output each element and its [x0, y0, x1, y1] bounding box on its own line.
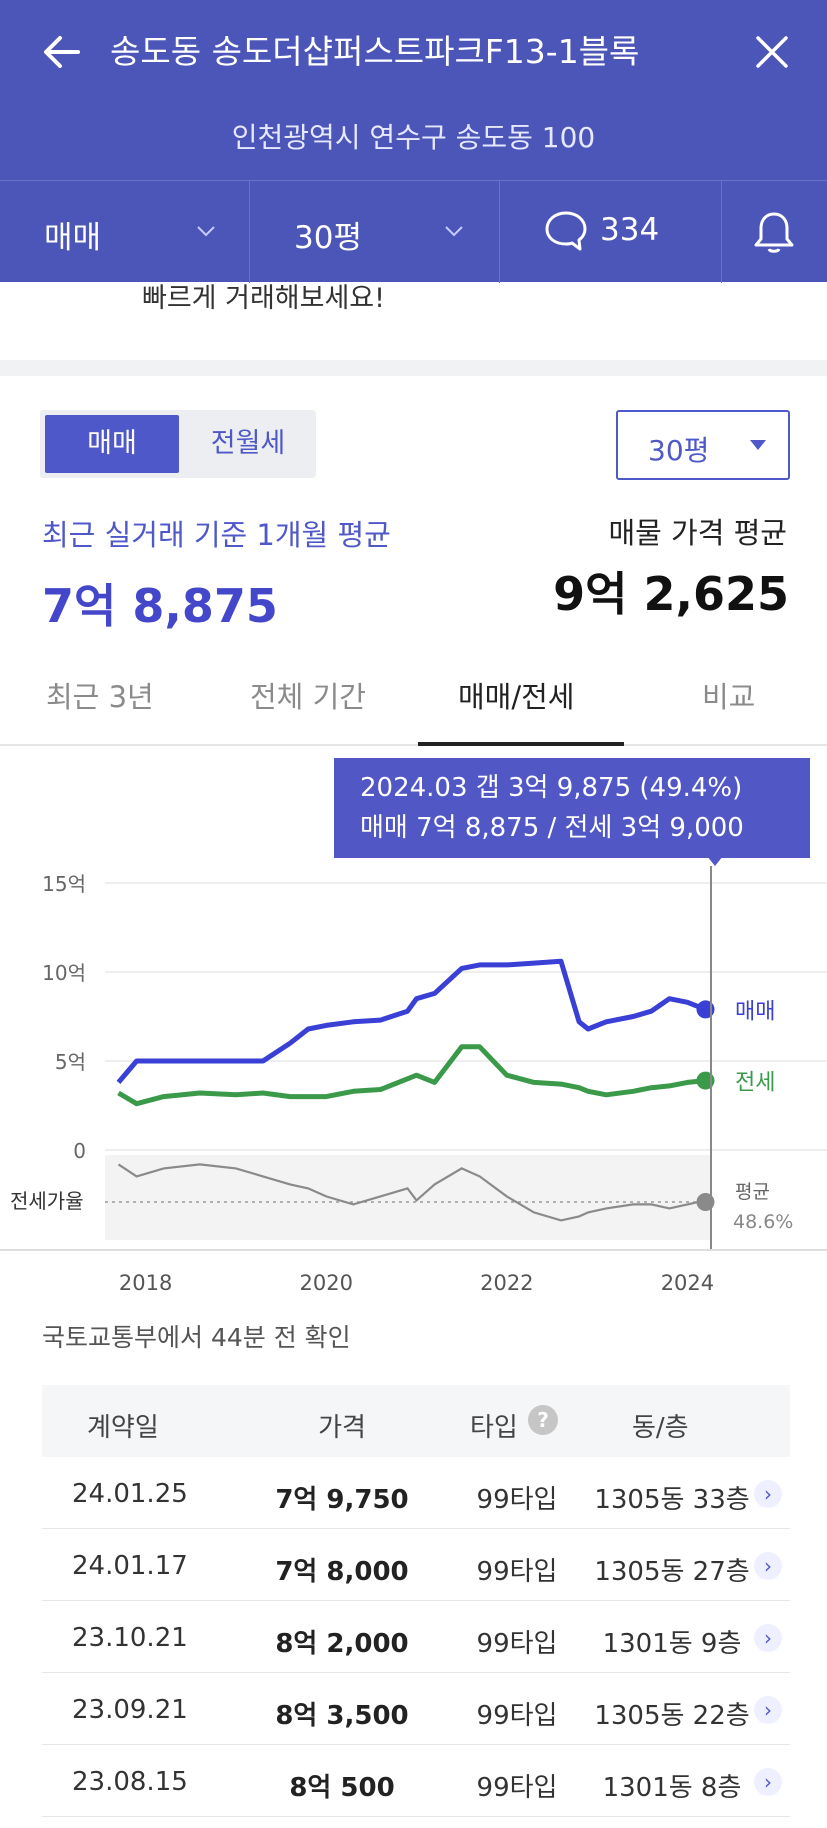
- size-select[interactable]: 30평: [616, 410, 790, 480]
- row-type: 99타입: [476, 1485, 558, 1515]
- row-price: 8억 2,000: [275, 1629, 409, 1659]
- tab-compare[interactable]: 비교: [702, 680, 756, 714]
- comments-count: 334: [600, 212, 660, 248]
- recent-avg-label: 최근 실거래 기준 1개월 평균: [42, 518, 391, 552]
- segment-rent[interactable]: 전월세: [210, 428, 286, 459]
- header-date: 계약일: [87, 1413, 159, 1443]
- row-unit: 1305동 27층: [594, 1557, 750, 1587]
- chevron-right-icon[interactable]: ›: [754, 1696, 782, 1724]
- y-tick-label: 10억: [42, 961, 86, 985]
- table-row[interactable]: 24.01.25 7억 9,750 99타입 1305동 33층 ›: [42, 1457, 790, 1529]
- banner-text: 빠르게 거래해보세요!: [142, 283, 385, 314]
- section-divider: [0, 360, 827, 376]
- chart-tooltip: 2024.03 갭 3억 9,875 (49.4%) 매매 7억 8,875 /…: [334, 758, 810, 858]
- verified-note: 국토교통부에서 44분 전 확인: [42, 1323, 351, 1352]
- trade-type-value: 매매: [44, 220, 102, 256]
- comments-button[interactable]: 334: [500, 181, 722, 283]
- series-end-point: [696, 1071, 715, 1090]
- back-arrow-icon[interactable]: [38, 28, 86, 76]
- help-icon[interactable]: ?: [528, 1405, 558, 1435]
- header-price: 가격: [318, 1413, 366, 1443]
- row-unit: 1305동 33층: [594, 1485, 750, 1515]
- series-end-point: [696, 1000, 715, 1019]
- ratio-end-point: [696, 1193, 715, 1211]
- row-date: 23.10.21: [72, 1623, 188, 1653]
- size-select-value: 30평: [648, 434, 710, 467]
- table-header: 계약일 가격 타입 ? 동/층: [42, 1385, 790, 1457]
- segment-sale[interactable]: 매매: [45, 415, 179, 473]
- y-tick-label: 15억: [42, 872, 86, 896]
- row-price: 8억 500: [289, 1773, 395, 1803]
- trade-type-dropdown[interactable]: 매매: [0, 181, 250, 283]
- ratio-line: [117, 1163, 706, 1222]
- recent-avg-value: 7억 8,875: [42, 579, 278, 633]
- row-unit: 1305동 22층: [594, 1701, 750, 1731]
- table-row[interactable]: 23.08.15 8억 500 99타입 1301동 8층 ›: [42, 1745, 790, 1817]
- period-tabs: 최근 3년 전체 기간 매매/전세 비교: [0, 660, 827, 746]
- x-tick-label: 2024: [661, 1271, 714, 1295]
- series-line-sale: [116, 958, 707, 1085]
- chevron-right-icon[interactable]: ›: [754, 1552, 782, 1580]
- size-value: 30평: [294, 220, 362, 256]
- page-title: 송도동 송도더샵퍼스트파크F13-1블록: [110, 32, 640, 71]
- row-unit: 1301동 9층: [602, 1629, 742, 1659]
- close-icon[interactable]: [748, 28, 796, 76]
- notification-button[interactable]: [722, 181, 827, 283]
- tab-all-period[interactable]: 전체 기간: [250, 680, 366, 714]
- tab-indicator: [418, 742, 624, 746]
- bell-icon: [754, 212, 794, 253]
- chevron-down-icon: [445, 226, 463, 237]
- tooltip-gap-line: 2024.03 갭 3억 9,875 (49.4%): [360, 773, 743, 803]
- y-tick-label: 5억: [55, 1050, 86, 1074]
- transactions-table: 계약일 가격 타입 ? 동/층 24.01.25 7억 9,750 99타입 1305…: [42, 1385, 790, 1817]
- chevron-right-icon[interactable]: ›: [754, 1768, 782, 1796]
- address-text: 인천광역시 연수구 송도동 100: [231, 121, 596, 154]
- row-price: 7억 9,750: [275, 1485, 409, 1515]
- caret-down-icon: [750, 440, 766, 450]
- row-type: 99타입: [476, 1773, 558, 1803]
- row-type: 99타입: [476, 1629, 558, 1659]
- ratio-axis-label: 전세가율: [10, 1189, 84, 1213]
- size-dropdown[interactable]: 30평: [250, 181, 500, 283]
- ratio-band: [105, 1155, 710, 1240]
- series-label: 전세: [735, 1071, 775, 1096]
- chevron-right-icon[interactable]: ›: [754, 1624, 782, 1652]
- row-date: 23.08.15: [72, 1767, 188, 1797]
- ratio-avg-value: 48.6%: [733, 1211, 793, 1233]
- x-tick-label: 2020: [300, 1271, 353, 1295]
- row-type: 99타입: [476, 1701, 558, 1731]
- table-row[interactable]: 24.01.17 7억 8,000 99타입 1305동 27층 ›: [42, 1529, 790, 1601]
- header-type: 타입: [470, 1413, 518, 1443]
- app-header: 송도동 송도더샵퍼스트파크F13-1블록 인천광역시 연수구 송도동 100 매…: [0, 0, 827, 283]
- x-tick-label: 2022: [480, 1271, 533, 1295]
- tooltip-pointer: [707, 856, 723, 866]
- trade-segment-control: 매매 전월세: [40, 410, 316, 478]
- chevron-down-icon: [197, 226, 215, 237]
- filter-bar: 매매 30평 334: [0, 180, 827, 283]
- row-date: 23.09.21: [72, 1695, 188, 1725]
- series-label: 매매: [735, 999, 775, 1024]
- series-line-jeonse: [117, 1044, 706, 1107]
- y-tick-label: 0: [73, 1139, 86, 1163]
- row-price: 7억 8,000: [275, 1557, 409, 1587]
- row-date: 24.01.17: [72, 1551, 188, 1581]
- row-type: 99타입: [476, 1557, 558, 1587]
- row-date: 24.01.25: [72, 1479, 188, 1509]
- row-price: 8억 3,500: [275, 1701, 409, 1731]
- chevron-right-icon[interactable]: ›: [754, 1480, 782, 1508]
- header-unit: 동/층: [632, 1413, 689, 1443]
- row-unit: 1301동 8층: [602, 1773, 742, 1803]
- table-row[interactable]: 23.09.21 8억 3,500 99타입 1305동 22층 ›: [42, 1673, 790, 1745]
- tab-sale-jeonse[interactable]: 매매/전세: [458, 680, 575, 714]
- tab-recent-3y[interactable]: 최근 3년: [46, 680, 154, 714]
- chat-bubble-icon: [545, 211, 587, 251]
- ratio-avg-label: 평균: [735, 1181, 770, 1203]
- listing-avg-label: 매물 가격 평균: [608, 516, 787, 550]
- table-row[interactable]: 23.10.21 8억 2,000 99타입 1301동 9층 ›: [42, 1601, 790, 1673]
- x-tick-label: 2018: [119, 1271, 172, 1295]
- listing-avg-value: 9억 2,625: [553, 567, 789, 621]
- tooltip-price-line: 매매 7억 8,875 / 전세 3억 9,000: [360, 813, 744, 843]
